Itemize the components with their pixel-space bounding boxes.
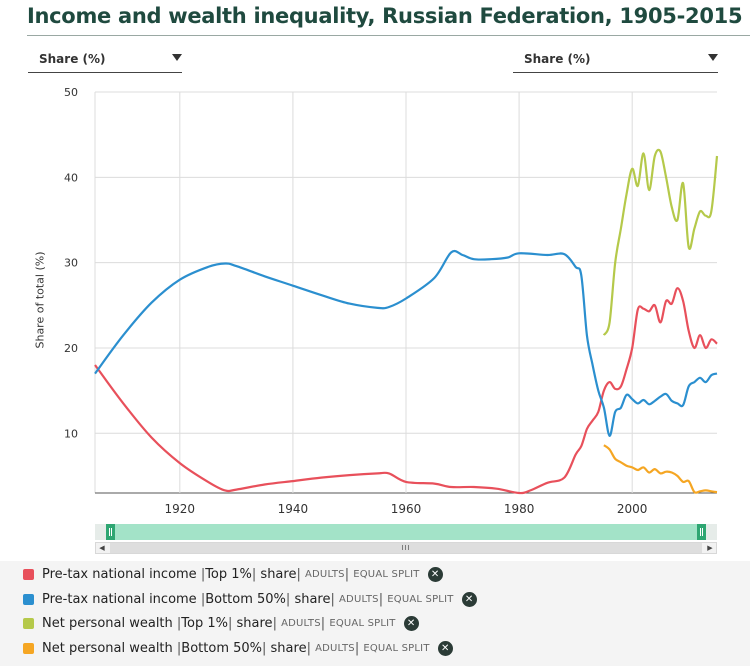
legend-split: EQUAL SPLIT	[363, 642, 430, 654]
legend-population: ADULTS	[304, 568, 345, 580]
series-line-3[interactable]	[602, 148, 719, 336]
y-tick-label: 10	[64, 427, 78, 440]
navigator-scrollbar[interactable]: ◀ III ▶	[95, 542, 717, 554]
close-icon[interactable]: ✕	[403, 615, 419, 631]
chart-legend: Pre-tax national income | Top 1% | share …	[0, 561, 750, 666]
x-tick-label: 1940	[278, 502, 309, 516]
title-divider	[27, 35, 750, 36]
navigator-left-handle[interactable]	[106, 524, 115, 540]
legend-measure: Pre-tax national income	[42, 566, 197, 582]
series-line-4[interactable]	[603, 444, 718, 494]
legend-group: Bottom 50%	[205, 591, 286, 607]
x-tick-label: 1920	[165, 502, 196, 516]
chevron-down-icon	[172, 54, 182, 61]
right-axis-selector-label: Share (%)	[524, 52, 591, 66]
axis-ticks: 1920 1940 1960 1980 2000 10 20 30 40 50	[64, 86, 647, 516]
y-tick-label: 20	[64, 342, 78, 355]
legend-item[interactable]: Net personal wealth | Bottom 50% | share …	[23, 638, 453, 658]
legend-measure: Net personal wealth	[42, 615, 173, 631]
y-tick-label: 50	[64, 86, 78, 99]
range-navigator[interactable]: ◀ III ▶	[95, 518, 717, 558]
legend-measure: Net personal wealth	[42, 640, 173, 656]
chart-title: Income and wealth inequality, Russian Fe…	[27, 4, 743, 28]
navigator-selected-range[interactable]	[110, 524, 702, 540]
legend-metric: share	[236, 615, 273, 631]
series-line-2[interactable]	[94, 249, 718, 437]
chart-grid	[94, 91, 717, 494]
legend-swatch	[23, 617, 34, 629]
x-tick-label: 1960	[391, 502, 422, 516]
legend-item[interactable]: Pre-tax national income | Top 1% | share …	[23, 564, 443, 584]
legend-metric: share	[260, 566, 297, 582]
legend-measure: Pre-tax national income	[42, 591, 197, 607]
legend-metric: share	[270, 640, 307, 656]
y-axis-label: Share of total (%)	[33, 251, 47, 349]
legend-population: ADULTS	[315, 642, 355, 654]
left-axis-selector[interactable]: Share (%)	[28, 48, 182, 73]
legend-item[interactable]: Pre-tax national income | Bottom 50% | sh…	[23, 589, 477, 609]
chart-series	[94, 148, 719, 495]
x-tick-label: 1980	[504, 502, 535, 516]
navigator-right-handle[interactable]	[697, 524, 706, 540]
close-icon[interactable]: ✕	[461, 591, 477, 607]
series-line-1[interactable]	[94, 287, 718, 495]
legend-group: Bottom 50%	[181, 640, 263, 656]
left-axis-selector-label: Share (%)	[39, 52, 106, 66]
legend-population: ADULTS	[281, 617, 321, 629]
legend-swatch	[23, 593, 34, 605]
legend-metric: share	[294, 591, 331, 607]
line-chart: 1920 1940 1960 1980 2000 10 20 30 40 50	[64, 86, 719, 516]
legend-population: ADULTS	[339, 593, 379, 605]
right-axis-selector[interactable]: Share (%)	[513, 48, 718, 73]
scroll-right-arrow-icon[interactable]: ▶	[707, 544, 713, 552]
legend-item[interactable]: Net personal wealth | Top 1% | share | AD…	[23, 613, 419, 633]
legend-swatch	[23, 642, 34, 654]
scrollbar-thumb[interactable]: III	[110, 543, 702, 553]
legend-split: EQUAL SPLIT	[329, 617, 396, 629]
scrollbar-grip-icon: III	[401, 544, 411, 552]
x-tick-label: 2000	[617, 502, 648, 516]
scroll-left-arrow-icon[interactable]: ◀	[99, 544, 105, 552]
y-tick-label: 30	[64, 257, 78, 270]
legend-split: EQUAL SPLIT	[387, 593, 454, 605]
chevron-down-icon	[708, 54, 718, 61]
legend-group: Top 1%	[181, 615, 228, 631]
legend-group: Top 1%	[205, 566, 252, 582]
legend-split: EQUAL SPLIT	[353, 568, 420, 580]
close-icon[interactable]: ✕	[437, 640, 453, 656]
close-icon[interactable]: ✕	[427, 566, 443, 582]
y-tick-label: 40	[64, 171, 78, 184]
legend-swatch	[23, 568, 34, 580]
